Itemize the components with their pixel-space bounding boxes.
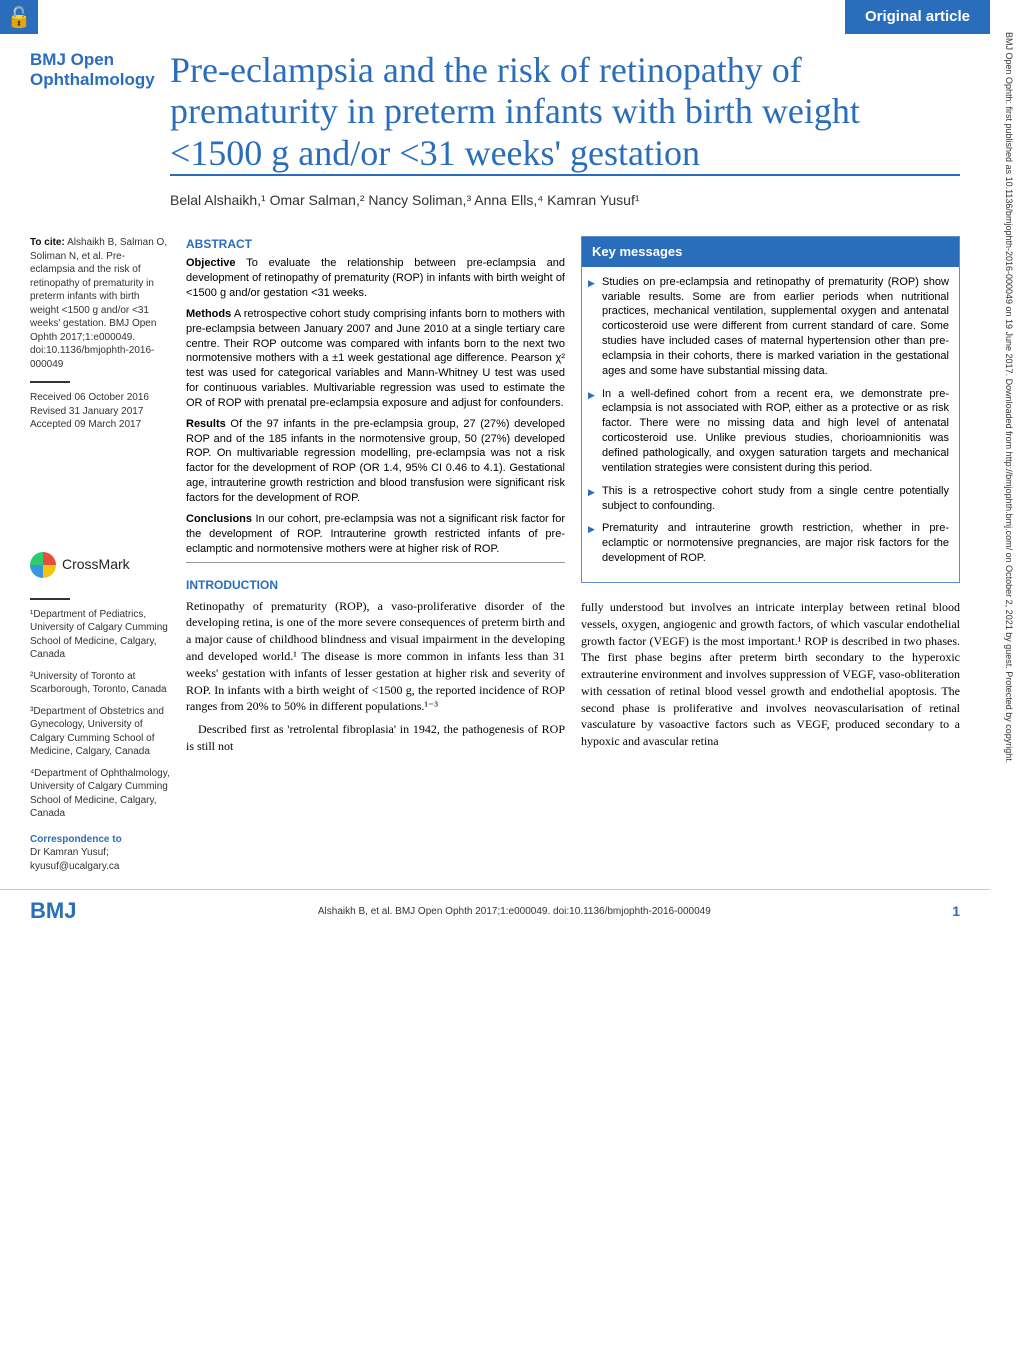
affiliation-3: ³Department of Obstetrics and Gynecology… xyxy=(30,705,170,759)
small-divider-2 xyxy=(30,598,70,600)
intro-p1: Retinopathy of prematurity (ROP), a vaso… xyxy=(186,598,565,716)
article-type-badge: Original article xyxy=(845,0,990,34)
dates-block: Received 06 October 2016 Revised 31 Janu… xyxy=(30,391,170,432)
key-message-2: In a well-defined cohort from a recent e… xyxy=(588,387,949,476)
abstract-conclusions: Conclusions In our cohort, pre-eclampsia… xyxy=(186,512,565,557)
journal-logo: BMJ Open Ophthalmology xyxy=(0,50,160,174)
key-messages-box: Key messages Studies on pre-eclampsia an… xyxy=(581,236,960,583)
abstract-results: Results Of the 97 infants in the pre-ecl… xyxy=(186,417,565,506)
date-revised: Revised 31 January 2017 xyxy=(30,405,170,419)
page-root: 🔓 Original article BMJ Open Ophthalmolog… xyxy=(0,0,1020,936)
title-box: Pre-eclampsia and the risk of retinopath… xyxy=(160,50,990,174)
date-accepted: Accepted 09 March 2017 xyxy=(30,418,170,432)
authors: Belal Alshaikh,¹ Omar Salman,² Nancy Sol… xyxy=(0,176,990,222)
intro-p2: Described first as 'retrolental fibropla… xyxy=(186,721,565,755)
footer-citation: Alshaikh B, et al. BMJ Open Ophth 2017;1… xyxy=(76,906,952,917)
right-column: Key messages Studies on pre-eclampsia an… xyxy=(581,236,960,873)
article-title: Pre-eclampsia and the risk of retinopath… xyxy=(170,50,960,174)
affiliation-2: ²University of Toronto at Scarborough, T… xyxy=(30,670,170,697)
middle-column: ABSTRACT Objective To evaluate the relat… xyxy=(186,236,565,873)
footer: BMJ Alshaikh B, et al. BMJ Open Ophth 20… xyxy=(0,889,990,936)
affiliation-4: ⁴Department of Ophthalmology, University… xyxy=(30,767,170,821)
left-sidebar: To cite: Alshaikh B, Salman O, Soliman N… xyxy=(30,236,170,873)
key-message-3: This is a retrospective cohort study fro… xyxy=(588,484,949,514)
abstract-objective: Objective To evaluate the relationship b… xyxy=(186,256,565,301)
correspondence-label: Correspondence to xyxy=(30,833,170,847)
copyright-sidebar: BMJ Open Ophth: first published as 10.11… xyxy=(990,0,1020,936)
key-message-4: Prematurity and intrauterine growth rest… xyxy=(588,521,949,566)
abstract-divider xyxy=(186,562,565,563)
date-received: Received 06 October 2016 xyxy=(30,391,170,405)
crossmark-label: CrossMark xyxy=(62,555,130,574)
affiliation-1: ¹Department of Pediatrics, University of… xyxy=(30,608,170,662)
key-message-1: Studies on pre-eclampsia and retinopathy… xyxy=(588,275,949,379)
small-divider xyxy=(30,381,70,383)
abstract: ABSTRACT Objective To evaluate the relat… xyxy=(186,236,565,556)
key-messages-header: Key messages xyxy=(582,237,959,267)
top-bar: 🔓 Original article xyxy=(0,0,990,34)
header-row: BMJ Open Ophthalmology Pre-eclampsia and… xyxy=(0,34,990,174)
abstract-methods: Methods A retrospective cohort study com… xyxy=(186,307,565,411)
intro-p3: fully understood but involves an intrica… xyxy=(581,599,960,750)
content-wrap: 🔓 Original article BMJ Open Ophthalmolog… xyxy=(0,0,990,936)
cite-label: To cite: xyxy=(30,237,65,248)
open-access-icon: 🔓 xyxy=(0,0,38,34)
main-columns: To cite: Alshaikh B, Salman O, Soliman N… xyxy=(0,222,990,873)
citation-block: To cite: Alshaikh B, Salman O, Soliman N… xyxy=(30,236,170,371)
journal-name: BMJ Open Ophthalmology xyxy=(30,50,160,91)
crossmark-icon xyxy=(30,552,56,578)
crossmark-badge[interactable]: CrossMark xyxy=(30,552,170,578)
key-messages-body: Studies on pre-eclampsia and retinopathy… xyxy=(582,267,959,582)
page-number: 1 xyxy=(952,903,960,919)
intro-label: INTRODUCTION xyxy=(186,577,565,593)
abstract-label: ABSTRACT xyxy=(186,236,565,252)
correspondence-text: Dr Kamran Yusuf; kyusuf@ucalgary.ca xyxy=(30,846,170,873)
top-spacer xyxy=(38,0,845,34)
bmj-logo: BMJ xyxy=(30,898,76,924)
cite-text: Alshaikh B, Salman O, Soliman N, et al. … xyxy=(30,237,167,370)
